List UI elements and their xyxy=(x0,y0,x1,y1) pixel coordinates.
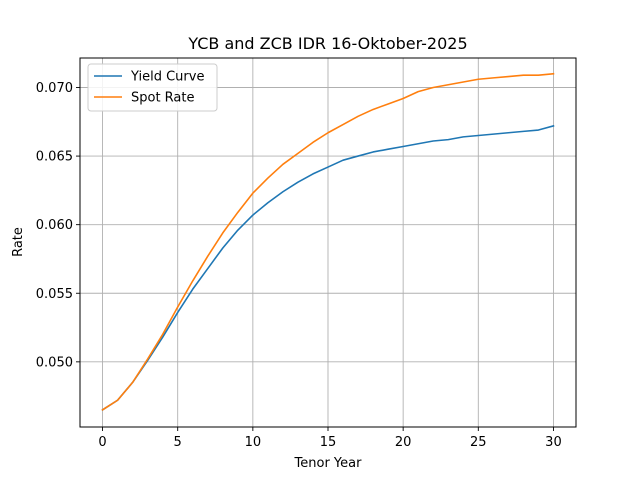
series-layer xyxy=(101,72,555,411)
grid xyxy=(80,58,576,427)
y-tick-label: 0.070 xyxy=(36,81,73,96)
x-tick-label: 15 xyxy=(320,435,337,450)
y-tick-label: 0.050 xyxy=(36,355,73,370)
series-line-yield-curve xyxy=(101,124,555,411)
ticks: 0 5 10 15 20 25 30 0.050 0.055 0.060 0.065 0.070 xyxy=(36,81,562,450)
y-tick-label: 0.065 xyxy=(36,150,73,165)
y-axis-title: Rate xyxy=(11,227,26,257)
x-tick-label: 25 xyxy=(470,435,487,450)
legend-label-yield-curve: Yield Curve xyxy=(130,70,204,85)
x-tick-label: 5 xyxy=(174,435,182,450)
x-tick-label: 10 xyxy=(245,435,262,450)
x-tick-label: 30 xyxy=(545,435,562,450)
x-tick-label: 20 xyxy=(395,435,412,450)
y-tick-label: 0.060 xyxy=(36,218,73,233)
legend-label-spot-rate: Spot Rate xyxy=(131,91,195,106)
chart-title: YCB and ZCB IDR 16-Oktober-2025 xyxy=(187,34,467,53)
y-tick-label: 0.055 xyxy=(36,287,73,302)
x-axis-title: Tenor Year xyxy=(294,456,363,471)
x-tick-label: 0 xyxy=(98,435,106,450)
series-line-spot-rate xyxy=(101,72,555,411)
legend: Yield Curve Spot Rate xyxy=(87,63,218,112)
